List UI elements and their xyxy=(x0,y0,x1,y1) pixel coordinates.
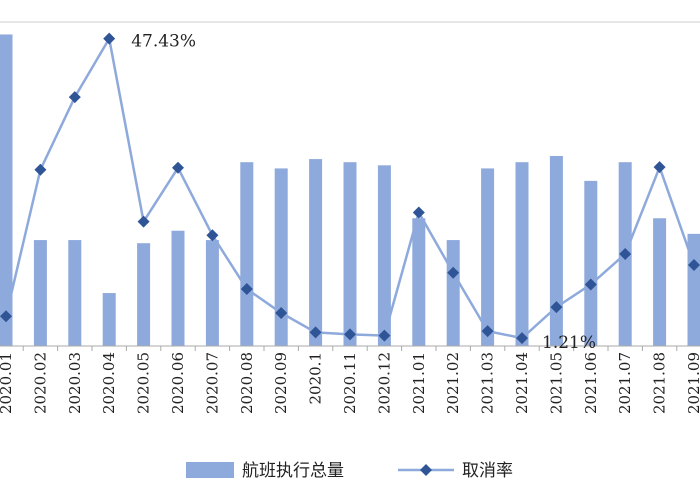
x-tick-label: 2020.02 xyxy=(31,352,49,414)
bar-2020.01 xyxy=(0,34,13,346)
bar-2021.02 xyxy=(446,240,460,346)
marker-2020.11 xyxy=(344,328,356,341)
marker-2021.04 xyxy=(516,332,528,345)
x-tick-label: 2020.11 xyxy=(341,352,359,414)
marker-2021.01 xyxy=(412,206,425,219)
marker-2021.07 xyxy=(619,247,632,260)
x-tick-label: 2021.01 xyxy=(410,352,428,414)
bar-2020.12 xyxy=(377,165,391,346)
bar-2021.08 xyxy=(653,218,667,346)
data-labels: 47.43% 1.21% xyxy=(131,32,596,354)
x-tick-label: 2021.08 xyxy=(651,352,669,414)
marker-2020.1 xyxy=(309,326,322,339)
x-axis-ticks: 2020.01 2020.02 2020.03 2020.04 2020.05 2020.… xyxy=(0,346,700,414)
x-tick-label: 2020.05 xyxy=(135,352,153,414)
legend-line-label: 取消率 xyxy=(462,461,513,481)
data-label-2021.04: 1.21% xyxy=(542,333,596,353)
x-tick-label: 2021.07 xyxy=(616,352,634,414)
x-tick-label: 2020.12 xyxy=(375,352,393,414)
bar-2020.06 xyxy=(171,230,185,346)
marker-2020.05 xyxy=(137,215,150,228)
marker-2020.07 xyxy=(206,229,219,242)
bar-2020.04 xyxy=(102,293,116,346)
marker-2021.06 xyxy=(584,278,597,291)
legend-bar-label: 航班执行总量 xyxy=(242,461,344,481)
x-tick-label: 2020.08 xyxy=(238,352,256,414)
data-label-2020.04: 47.43% xyxy=(131,32,196,52)
legend-diamond-icon xyxy=(420,464,432,476)
x-tick-label: 2020.09 xyxy=(272,352,290,414)
bar-2020.07 xyxy=(205,240,219,346)
marker-2020.04 xyxy=(103,32,116,45)
x-tick-label: 2020.1 xyxy=(307,352,325,405)
bar-2020.11 xyxy=(343,162,357,346)
line-markers xyxy=(0,32,700,345)
bar-2021.04 xyxy=(515,162,529,346)
marker-2021.05 xyxy=(550,301,563,314)
bar-2020.03 xyxy=(68,240,82,346)
x-tick-label: 2021.04 xyxy=(513,352,531,414)
bar-2020.1 xyxy=(309,159,323,346)
marker-2020.01 xyxy=(0,310,12,323)
marker-2021.03 xyxy=(481,325,494,338)
bar-2021.05 xyxy=(549,155,563,346)
x-tick-label: 2020.07 xyxy=(203,352,221,414)
bar-2020.09 xyxy=(274,168,288,346)
marker-2020.08 xyxy=(240,282,253,295)
x-tick-label: 2021.06 xyxy=(582,352,600,414)
marker-2020.09 xyxy=(275,306,288,319)
legend: 航班执行总量 取消率 xyxy=(186,461,513,481)
bar-2020.08 xyxy=(240,162,254,346)
bar-2021.03 xyxy=(481,168,495,346)
x-tick-label: 2020.04 xyxy=(100,352,118,414)
marker-2020.06 xyxy=(172,161,184,174)
marker-2020.12 xyxy=(378,329,391,342)
marker-2021.09 xyxy=(688,259,700,271)
legend-bar-swatch xyxy=(186,462,234,478)
x-tick-label: 2020.01 xyxy=(0,352,15,414)
x-tick-label: 2021.09 xyxy=(685,352,700,414)
x-tick-label: 2021.02 xyxy=(444,352,462,414)
bar-series xyxy=(0,34,700,346)
marker-2020.02 xyxy=(34,163,47,176)
marker-2020.03 xyxy=(68,91,81,104)
bar-2020.02 xyxy=(33,240,47,346)
x-tick-label: 2021.05 xyxy=(547,352,565,414)
bar-2021.01 xyxy=(412,218,426,346)
x-tick-label: 2020.03 xyxy=(66,352,84,414)
x-tick-label: 2020.06 xyxy=(169,352,187,414)
bar-2020.05 xyxy=(137,243,151,346)
x-tick-label: 2021.03 xyxy=(479,352,497,414)
bar-2021.06 xyxy=(584,180,598,346)
marker-2021.02 xyxy=(447,266,460,279)
marker-2021.08 xyxy=(653,161,666,174)
